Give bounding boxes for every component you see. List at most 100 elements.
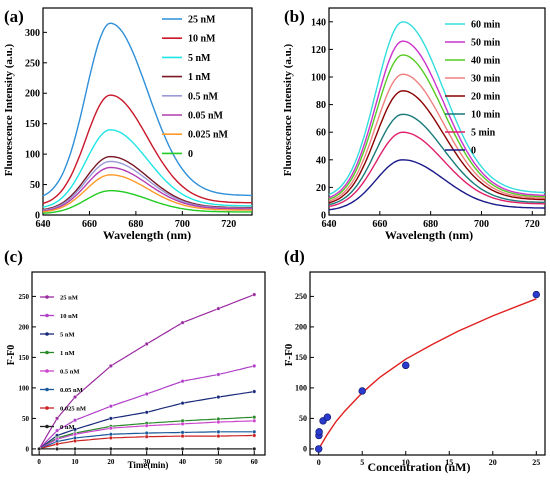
panel-b-ylabel: Fluorescence Intensity (a.u.) bbox=[282, 43, 294, 176]
data-point-c bbox=[216, 434, 221, 439]
y-tick-label-d: 250 bbox=[295, 292, 307, 301]
data-point-c bbox=[108, 426, 113, 431]
series-line-b bbox=[328, 131, 545, 208]
data-point-c bbox=[144, 431, 149, 436]
data-point-c bbox=[108, 446, 113, 451]
x-tick-label-b: 700 bbox=[474, 219, 489, 230]
data-point-d bbox=[402, 361, 410, 370]
y-tick-label-b: 100 bbox=[311, 73, 326, 84]
fit-curve-d bbox=[318, 298, 537, 450]
x-tick-label-a: 700 bbox=[175, 219, 190, 230]
data-point-c bbox=[216, 372, 221, 377]
data-point-c bbox=[144, 434, 149, 439]
series-line-a bbox=[42, 22, 252, 197]
x-tick-label-d: 20 bbox=[489, 458, 497, 467]
legend-marker-c bbox=[45, 387, 49, 392]
legend-label-c: 0 nM bbox=[60, 424, 75, 431]
y-tick-label-a: 250 bbox=[25, 58, 40, 69]
legend-label-b: 0 bbox=[471, 146, 476, 157]
data-point-d bbox=[323, 413, 332, 421]
y-tick-label-d: 0 bbox=[303, 445, 307, 454]
data-point-c bbox=[108, 404, 113, 409]
y-tick-label-a: 300 bbox=[25, 28, 40, 39]
legend-label-a: 1 nM bbox=[188, 72, 211, 83]
data-point-c bbox=[252, 292, 257, 297]
x-tick-label-a: 680 bbox=[128, 219, 143, 230]
series-line-b bbox=[328, 21, 545, 196]
x-tick-label-c: 30 bbox=[143, 458, 151, 466]
series-line-b bbox=[328, 113, 546, 206]
x-tick-label-c: 20 bbox=[107, 458, 115, 466]
y-tick-label-b: 120 bbox=[311, 45, 326, 56]
y-tick-label-c: 200 bbox=[19, 323, 30, 331]
data-point-c bbox=[252, 429, 257, 434]
panel-d-label: (d) bbox=[284, 247, 305, 266]
x-tick-label-d: 0 bbox=[317, 458, 321, 467]
data-point-c bbox=[144, 446, 149, 451]
data-point-c bbox=[108, 432, 113, 437]
legend-label-c: 1 nM bbox=[60, 350, 75, 357]
plot-frame-b bbox=[328, 7, 546, 216]
legend-label-c: 25 nM bbox=[60, 295, 78, 302]
y-tick-label-b: 0 bbox=[321, 211, 326, 222]
y-tick-label-b: 40 bbox=[316, 155, 326, 166]
y-tick-label-a: 200 bbox=[25, 89, 40, 100]
data-point-c bbox=[108, 416, 113, 421]
legend-label-b: 5 min bbox=[471, 128, 496, 139]
legend-label-b: 60 min bbox=[471, 20, 501, 31]
data-point-c bbox=[180, 421, 185, 426]
legend-marker-c bbox=[45, 406, 49, 410]
data-point-c bbox=[144, 341, 149, 346]
x-tick-label-c: 50 bbox=[215, 458, 223, 466]
y-tick-label-b: 60 bbox=[316, 128, 326, 139]
legend-label-b: 20 min bbox=[471, 92, 501, 103]
y-tick-label-c: 250 bbox=[19, 293, 30, 301]
data-point-c bbox=[252, 433, 257, 438]
series-line-b bbox=[328, 73, 546, 202]
legend-label-c: 0.5 nM bbox=[60, 369, 80, 376]
series-line-b bbox=[328, 90, 546, 204]
panel-b-xlabel: Wavelength (nm) bbox=[385, 228, 473, 242]
x-tick-label-b: 720 bbox=[525, 219, 540, 230]
legend-label-b: 10 min bbox=[471, 110, 501, 121]
data-point-c bbox=[180, 446, 185, 451]
y-tick-label-b: 20 bbox=[316, 183, 326, 194]
series-line-a bbox=[42, 189, 252, 214]
y-tick-label-c: 100 bbox=[19, 384, 30, 392]
series-line-a bbox=[42, 94, 252, 205]
legend-marker-c bbox=[45, 295, 49, 299]
series-line-a bbox=[42, 129, 252, 208]
panel-d-xlabel: Concentration (nM) bbox=[368, 460, 471, 474]
data-point-c bbox=[180, 320, 185, 325]
series-line-b bbox=[328, 159, 545, 211]
data-point-c bbox=[37, 446, 42, 451]
data-point-c bbox=[216, 395, 221, 400]
y-tick-label-d: 200 bbox=[295, 323, 307, 332]
data-point-c bbox=[144, 392, 149, 397]
data-point-c bbox=[55, 416, 60, 421]
data-point-c bbox=[216, 446, 221, 451]
x-tick-label-a: 720 bbox=[221, 219, 236, 230]
data-point-c bbox=[73, 418, 78, 423]
y-tick-label-c: 50 bbox=[22, 415, 30, 423]
legend-marker-c bbox=[45, 369, 49, 373]
data-point-d bbox=[315, 428, 323, 436]
y-tick-label-a: 50 bbox=[30, 180, 40, 191]
y-tick-label-a: 150 bbox=[25, 119, 40, 130]
series-line-a bbox=[42, 174, 252, 213]
legend-label-c: 0.05 nM bbox=[60, 387, 83, 394]
data-point-c bbox=[73, 438, 78, 443]
x-tick-label-d: 5 bbox=[360, 458, 364, 467]
data-point-c bbox=[73, 432, 78, 437]
y-tick-label-d: 150 bbox=[295, 353, 307, 362]
y-tick-label-a: 100 bbox=[25, 150, 40, 161]
y-tick-label-c: 0 bbox=[26, 445, 30, 453]
data-point-d bbox=[358, 387, 366, 395]
y-tick-label-a: 0 bbox=[35, 211, 40, 222]
series-line-b bbox=[328, 40, 545, 199]
panel-a-xlabel: Wavelength (nm) bbox=[103, 228, 191, 242]
x-tick-label-b: 660 bbox=[372, 219, 387, 230]
legend-label-b: 50 min bbox=[471, 38, 501, 49]
panel-a-label: (a) bbox=[4, 7, 24, 26]
